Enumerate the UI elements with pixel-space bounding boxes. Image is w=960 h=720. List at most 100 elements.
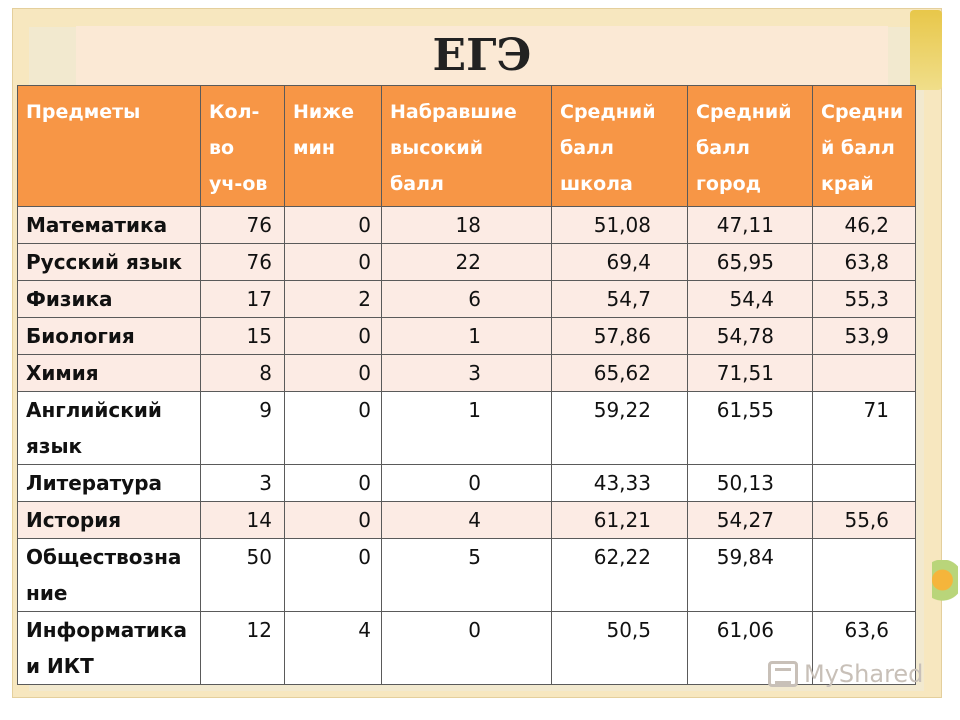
cell-avg-city: 50,13 bbox=[687, 464, 813, 502]
decorative-flower bbox=[932, 560, 958, 610]
cell-avg-school: 54,7 bbox=[551, 280, 688, 318]
cell-avg-school: 43,33 bbox=[551, 464, 688, 502]
cell-high-score: 0 bbox=[381, 611, 552, 685]
cell-high-score: 18 bbox=[381, 206, 552, 244]
cell-avg-city: 71,51 bbox=[687, 354, 813, 392]
watermark: MyShared bbox=[768, 656, 923, 692]
table-row: Литература 3 0 0 43,33 50,13 bbox=[17, 464, 916, 502]
header-avg-region-label: Средни й балл край bbox=[821, 101, 904, 195]
cell-avg-school: 65,62 bbox=[551, 354, 688, 392]
cell-below-min: 0 bbox=[284, 243, 382, 281]
table-row: Обществозна ние 50 0 5 62,22 59,84 bbox=[17, 538, 916, 612]
cell-count: 76 bbox=[200, 206, 285, 244]
header-subject-label: Предметы bbox=[26, 101, 141, 123]
table-row: Математика 76 0 18 51,08 47,11 46,2 bbox=[17, 206, 916, 244]
cell-avg-region: 55,6 bbox=[812, 501, 916, 539]
cell-avg-region bbox=[812, 464, 916, 502]
cell-below-min: 0 bbox=[284, 538, 382, 612]
cell-avg-region: 53,9 bbox=[812, 317, 916, 355]
cell-subject: История bbox=[17, 501, 201, 539]
header-count: Кол-во уч-ов bbox=[200, 85, 285, 207]
cell-avg-city: 61,06 bbox=[687, 611, 813, 685]
cell-high-score: 0 bbox=[381, 464, 552, 502]
cell-high-score: 4 bbox=[381, 501, 552, 539]
table-row: Информатика и ИКТ 12 4 0 50,5 61,06 63,6 bbox=[17, 611, 916, 685]
header-count-label: Кол-во уч-ов bbox=[209, 101, 268, 195]
table-row: Биология 15 0 1 57,86 54,78 53,9 bbox=[17, 317, 916, 355]
cell-avg-city: 54,27 bbox=[687, 501, 813, 539]
header-high-score: Набравшие высокий балл bbox=[381, 85, 552, 207]
results-table: Предметы Кол-во уч-ов Ниже мин Набравшие вы… bbox=[17, 85, 916, 685]
cell-subject: Информатика и ИКТ bbox=[17, 611, 201, 685]
header-high-score-label: Набравшие высокий балл bbox=[390, 101, 517, 195]
cell-count: 8 bbox=[200, 354, 285, 392]
cell-avg-city: 59,84 bbox=[687, 538, 813, 612]
title-band: ЕГЭ bbox=[76, 26, 888, 86]
header-below-min-label: Ниже мин bbox=[293, 101, 355, 159]
cell-count: 15 bbox=[200, 317, 285, 355]
header-avg-school: Средний балл школа bbox=[551, 85, 688, 207]
watermark-text: MyShared bbox=[804, 660, 924, 688]
mysahred-logo-icon bbox=[768, 661, 798, 687]
cell-subject: Математика bbox=[17, 206, 201, 244]
cell-avg-school: 59,22 bbox=[551, 391, 688, 465]
cell-count: 76 bbox=[200, 243, 285, 281]
cell-below-min: 0 bbox=[284, 354, 382, 392]
cell-avg-region: 71 bbox=[812, 391, 916, 465]
table-row: История 14 0 4 61,21 54,27 55,6 bbox=[17, 501, 916, 539]
table-body: Математика 76 0 18 51,08 47,11 46,2 Русский язы… bbox=[17, 206, 916, 685]
cell-high-score: 3 bbox=[381, 354, 552, 392]
cell-avg-school: 61,21 bbox=[551, 501, 688, 539]
cell-high-score: 1 bbox=[381, 391, 552, 465]
cell-avg-city: 54,4 bbox=[687, 280, 813, 318]
cell-avg-school: 62,22 bbox=[551, 538, 688, 612]
cell-count: 50 bbox=[200, 538, 285, 612]
cell-high-score: 5 bbox=[381, 538, 552, 612]
cell-avg-school: 51,08 bbox=[551, 206, 688, 244]
cell-avg-region bbox=[812, 354, 916, 392]
cell-below-min: 0 bbox=[284, 206, 382, 244]
cell-subject: Биология bbox=[17, 317, 201, 355]
cell-below-min: 0 bbox=[284, 464, 382, 502]
cell-subject: Английский язык bbox=[17, 391, 201, 465]
cell-subject: Химия bbox=[17, 354, 201, 392]
slide-title: ЕГЭ bbox=[432, 30, 532, 81]
header-avg-region: Средни й балл край bbox=[812, 85, 916, 207]
cell-avg-region bbox=[812, 538, 916, 612]
header-subject: Предметы bbox=[17, 85, 201, 207]
cell-subject: Обществозна ние bbox=[17, 538, 201, 612]
cell-avg-city: 65,95 bbox=[687, 243, 813, 281]
cell-count: 17 bbox=[200, 280, 285, 318]
cell-count: 12 bbox=[200, 611, 285, 685]
cell-avg-school: 69,4 bbox=[551, 243, 688, 281]
cell-count: 3 bbox=[200, 464, 285, 502]
table-row: Физика 17 2 6 54,7 54,4 55,3 bbox=[17, 280, 916, 318]
cell-avg-school: 57,86 bbox=[551, 317, 688, 355]
cell-avg-region: 63,6 bbox=[812, 611, 916, 685]
cell-high-score: 1 bbox=[381, 317, 552, 355]
cell-below-min: 0 bbox=[284, 501, 382, 539]
cell-subject: Физика bbox=[17, 280, 201, 318]
cell-count: 14 bbox=[200, 501, 285, 539]
cell-avg-region: 55,3 bbox=[812, 280, 916, 318]
table-row: Русский язык 76 0 22 69,4 65,95 63,8 bbox=[17, 243, 916, 281]
cell-avg-school: 50,5 bbox=[551, 611, 688, 685]
cell-subject: Русский язык bbox=[17, 243, 201, 281]
cell-subject: Литература bbox=[17, 464, 201, 502]
cell-avg-city: 61,55 bbox=[687, 391, 813, 465]
cell-avg-region: 63,8 bbox=[812, 243, 916, 281]
cell-below-min: 0 bbox=[284, 317, 382, 355]
cell-high-score: 6 bbox=[381, 280, 552, 318]
cell-avg-city: 47,11 bbox=[687, 206, 813, 244]
cell-below-min: 4 bbox=[284, 611, 382, 685]
header-below-min: Ниже мин bbox=[284, 85, 382, 207]
header-avg-city: Средний балл город bbox=[687, 85, 813, 207]
cell-avg-city: 54,78 bbox=[687, 317, 813, 355]
cell-below-min: 2 bbox=[284, 280, 382, 318]
header-avg-city-label: Средний балл город bbox=[696, 101, 792, 195]
cell-count: 9 bbox=[200, 391, 285, 465]
cell-high-score: 22 bbox=[381, 243, 552, 281]
header-avg-school-label: Средний балл школа bbox=[560, 101, 656, 195]
decorative-corner bbox=[910, 10, 942, 90]
table-row: Английский язык 9 0 1 59,22 61,55 71 bbox=[17, 391, 916, 465]
